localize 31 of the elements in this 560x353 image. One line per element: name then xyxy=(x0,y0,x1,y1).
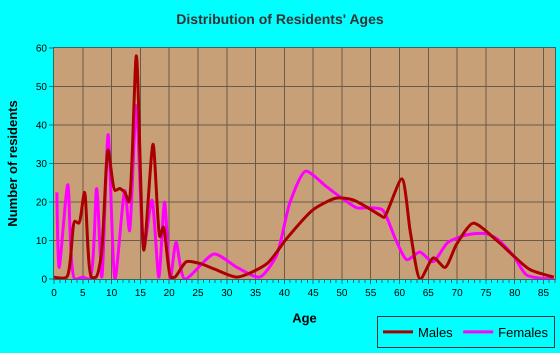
x-tick-label: 35 xyxy=(250,288,262,299)
x-tick-label: 50 xyxy=(336,288,348,299)
x-tick-label: 30 xyxy=(221,288,233,299)
legend-label: Males xyxy=(418,324,454,340)
x-axis-title: Age xyxy=(292,310,317,326)
legend-label: Females xyxy=(498,324,549,340)
x-tick-label: 75 xyxy=(480,288,492,299)
y-axis-title: Number of residents xyxy=(4,100,20,227)
x-tick-label: 55 xyxy=(365,288,377,299)
x-tick-label: 15 xyxy=(134,288,146,299)
y-tick-label: 20 xyxy=(36,198,48,208)
x-tick-label: 5 xyxy=(80,288,86,299)
y-tick-label: 60 xyxy=(36,44,48,54)
line-series xyxy=(54,54,555,279)
x-tick-label: 85 xyxy=(538,288,550,299)
x-tick-label: 25 xyxy=(192,288,204,299)
y-tick-label: 10 xyxy=(36,236,48,247)
x-tick-label: 20 xyxy=(164,288,176,299)
x-tick-label: 40 xyxy=(278,288,290,299)
x-tick-label: 10 xyxy=(106,288,118,299)
x-tick-label: 45 xyxy=(308,288,320,299)
y-tick-label: 50 xyxy=(36,82,48,93)
chart-title: Distribution of Residents' Ages xyxy=(176,10,384,27)
x-tick-label: 60 xyxy=(394,288,406,299)
y-tick-label: 30 xyxy=(36,159,48,170)
y-tick-label: 40 xyxy=(36,120,48,132)
x-tick-label: 70 xyxy=(452,288,464,299)
y-tick-label: 0 xyxy=(41,274,48,286)
x-tick-label: 65 xyxy=(422,288,434,299)
x-tick-label: 0 xyxy=(51,288,58,299)
x-tick-label: 80 xyxy=(509,288,521,299)
